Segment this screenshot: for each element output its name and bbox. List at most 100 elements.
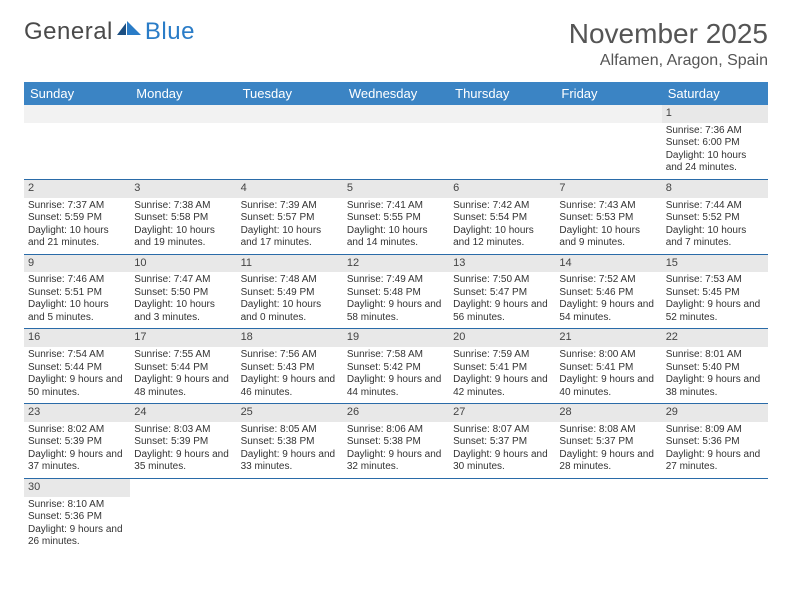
weekday-header: Wednesday bbox=[343, 82, 449, 105]
calendar-day-cell: 14Sunrise: 7:52 AMSunset: 5:46 PMDayligh… bbox=[555, 254, 661, 329]
day-number: 17 bbox=[130, 329, 236, 347]
calendar-day-cell: 11Sunrise: 7:48 AMSunset: 5:49 PMDayligh… bbox=[237, 254, 343, 329]
day-number: 23 bbox=[24, 404, 130, 422]
sunset-text: Sunset: 5:51 PM bbox=[28, 287, 126, 300]
calendar-day-cell bbox=[24, 105, 130, 179]
calendar-day-cell: 1Sunrise: 7:36 AMSunset: 6:00 PMDaylight… bbox=[662, 105, 768, 179]
calendar-day-cell: 15Sunrise: 7:53 AMSunset: 5:45 PMDayligh… bbox=[662, 254, 768, 329]
calendar-day-cell: 6 Sunrise: 7:42 AMSunset: 5:54 PMDaylight… bbox=[449, 179, 555, 254]
daylight-text: Daylight: 9 hours and 44 minutes. bbox=[347, 374, 445, 399]
sunset-text: Sunset: 5:50 PM bbox=[134, 287, 232, 300]
weekday-header: Sunday bbox=[24, 82, 130, 105]
logo-text-general: General bbox=[24, 18, 113, 46]
sunset-text: Sunset: 5:44 PM bbox=[134, 362, 232, 375]
sunrise-text: Sunrise: 7:36 AM bbox=[666, 125, 764, 138]
weekday-header: Tuesday bbox=[237, 82, 343, 105]
daylight-text: Daylight: 9 hours and 40 minutes. bbox=[559, 374, 657, 399]
calendar-week-row: 2Sunrise: 7:37 AMSunset: 5:59 PMDaylight… bbox=[24, 179, 768, 254]
sunrise-text: Sunrise: 7:42 AM bbox=[453, 200, 551, 213]
page-title: November 2025 bbox=[569, 18, 768, 50]
sunrise-text: Sunrise: 7:54 AM bbox=[28, 349, 126, 362]
sunrise-text: Sunrise: 8:07 AM bbox=[453, 424, 551, 437]
sunrise-text: Sunrise: 7:43 AM bbox=[559, 200, 657, 213]
empty-day-header bbox=[555, 105, 661, 123]
day-number: 15 bbox=[662, 255, 768, 273]
calendar-day-cell: 21Sunrise: 8:00 AMSunset: 5:41 PMDayligh… bbox=[555, 329, 661, 404]
daylight-text: Daylight: 10 hours and 21 minutes. bbox=[28, 225, 126, 250]
sunrise-text: Sunrise: 7:59 AM bbox=[453, 349, 551, 362]
empty-day-header bbox=[24, 105, 130, 123]
daylight-text: Daylight: 9 hours and 50 minutes. bbox=[28, 374, 126, 399]
day-number: 16 bbox=[24, 329, 130, 347]
sunset-text: Sunset: 5:54 PM bbox=[453, 212, 551, 225]
day-number: 24 bbox=[130, 404, 236, 422]
calendar-day-cell: 17Sunrise: 7:55 AMSunset: 5:44 PMDayligh… bbox=[130, 329, 236, 404]
sunset-text: Sunset: 5:45 PM bbox=[666, 287, 764, 300]
sunset-text: Sunset: 5:48 PM bbox=[347, 287, 445, 300]
calendar-day-cell bbox=[662, 478, 768, 552]
sunrise-text: Sunrise: 7:49 AM bbox=[347, 274, 445, 287]
weekday-header-row: Sunday Monday Tuesday Wednesday Thursday… bbox=[24, 82, 768, 105]
sunrise-text: Sunrise: 7:53 AM bbox=[666, 274, 764, 287]
sunset-text: Sunset: 5:40 PM bbox=[666, 362, 764, 375]
calendar-day-cell: 4Sunrise: 7:39 AMSunset: 5:57 PMDaylight… bbox=[237, 179, 343, 254]
day-number: 28 bbox=[555, 404, 661, 422]
daylight-text: Daylight: 10 hours and 0 minutes. bbox=[241, 299, 339, 324]
day-number: 1 bbox=[662, 105, 768, 123]
day-number: 6 bbox=[449, 180, 555, 198]
calendar-day-cell bbox=[343, 478, 449, 552]
day-number: 21 bbox=[555, 329, 661, 347]
day-number: 5 bbox=[343, 180, 449, 198]
day-number: 18 bbox=[237, 329, 343, 347]
sunrise-text: Sunrise: 8:05 AM bbox=[241, 424, 339, 437]
sunrise-text: Sunrise: 8:09 AM bbox=[666, 424, 764, 437]
day-number: 30 bbox=[24, 479, 130, 497]
day-number: 25 bbox=[237, 404, 343, 422]
sunrise-text: Sunrise: 7:56 AM bbox=[241, 349, 339, 362]
calendar-day-cell: 10Sunrise: 7:47 AMSunset: 5:50 PMDayligh… bbox=[130, 254, 236, 329]
day-number: 29 bbox=[662, 404, 768, 422]
sunrise-text: Sunrise: 7:46 AM bbox=[28, 274, 126, 287]
sunset-text: Sunset: 5:43 PM bbox=[241, 362, 339, 375]
sunrise-text: Sunrise: 7:37 AM bbox=[28, 200, 126, 213]
day-number: 3 bbox=[130, 180, 236, 198]
sunset-text: Sunset: 5:38 PM bbox=[347, 436, 445, 449]
sunrise-text: Sunrise: 7:38 AM bbox=[134, 200, 232, 213]
sunset-text: Sunset: 5:44 PM bbox=[28, 362, 126, 375]
sunrise-text: Sunrise: 8:01 AM bbox=[666, 349, 764, 362]
day-number: 2 bbox=[24, 180, 130, 198]
sunset-text: Sunset: 5:36 PM bbox=[28, 511, 126, 524]
calendar-day-cell: 7Sunrise: 7:43 AMSunset: 5:53 PMDaylight… bbox=[555, 179, 661, 254]
header: General Blue November 2025 Alfamen, Arag… bbox=[24, 18, 768, 70]
sunset-text: Sunset: 6:00 PM bbox=[666, 137, 764, 150]
weekday-header: Friday bbox=[555, 82, 661, 105]
daylight-text: Daylight: 10 hours and 7 minutes. bbox=[666, 225, 764, 250]
sunrise-text: Sunrise: 7:55 AM bbox=[134, 349, 232, 362]
sunrise-text: Sunrise: 8:10 AM bbox=[28, 499, 126, 512]
calendar-day-cell: 3Sunrise: 7:38 AMSunset: 5:58 PMDaylight… bbox=[130, 179, 236, 254]
calendar-day-cell: 27Sunrise: 8:07 AMSunset: 5:37 PMDayligh… bbox=[449, 404, 555, 479]
calendar-week-row: 1Sunrise: 7:36 AMSunset: 6:00 PMDaylight… bbox=[24, 105, 768, 179]
calendar-day-cell bbox=[555, 478, 661, 552]
day-number: 11 bbox=[237, 255, 343, 273]
sunrise-text: Sunrise: 7:44 AM bbox=[666, 200, 764, 213]
calendar-day-cell bbox=[343, 105, 449, 179]
daylight-text: Daylight: 10 hours and 19 minutes. bbox=[134, 225, 232, 250]
day-number: 13 bbox=[449, 255, 555, 273]
location: Alfamen, Aragon, Spain bbox=[569, 52, 768, 70]
calendar-day-cell bbox=[130, 478, 236, 552]
sunset-text: Sunset: 5:41 PM bbox=[453, 362, 551, 375]
daylight-text: Daylight: 10 hours and 3 minutes. bbox=[134, 299, 232, 324]
daylight-text: Daylight: 10 hours and 12 minutes. bbox=[453, 225, 551, 250]
empty-day-header bbox=[449, 105, 555, 123]
title-block: November 2025 Alfamen, Aragon, Spain bbox=[569, 18, 768, 70]
day-number: 12 bbox=[343, 255, 449, 273]
day-number: 8 bbox=[662, 180, 768, 198]
sunset-text: Sunset: 5:37 PM bbox=[559, 436, 657, 449]
sunrise-text: Sunrise: 7:47 AM bbox=[134, 274, 232, 287]
calendar-day-cell: 22Sunrise: 8:01 AMSunset: 5:40 PMDayligh… bbox=[662, 329, 768, 404]
day-number: 19 bbox=[343, 329, 449, 347]
daylight-text: Daylight: 9 hours and 37 minutes. bbox=[28, 449, 126, 474]
calendar-day-cell: 24Sunrise: 8:03 AMSunset: 5:39 PMDayligh… bbox=[130, 404, 236, 479]
empty-day-header bbox=[237, 105, 343, 123]
